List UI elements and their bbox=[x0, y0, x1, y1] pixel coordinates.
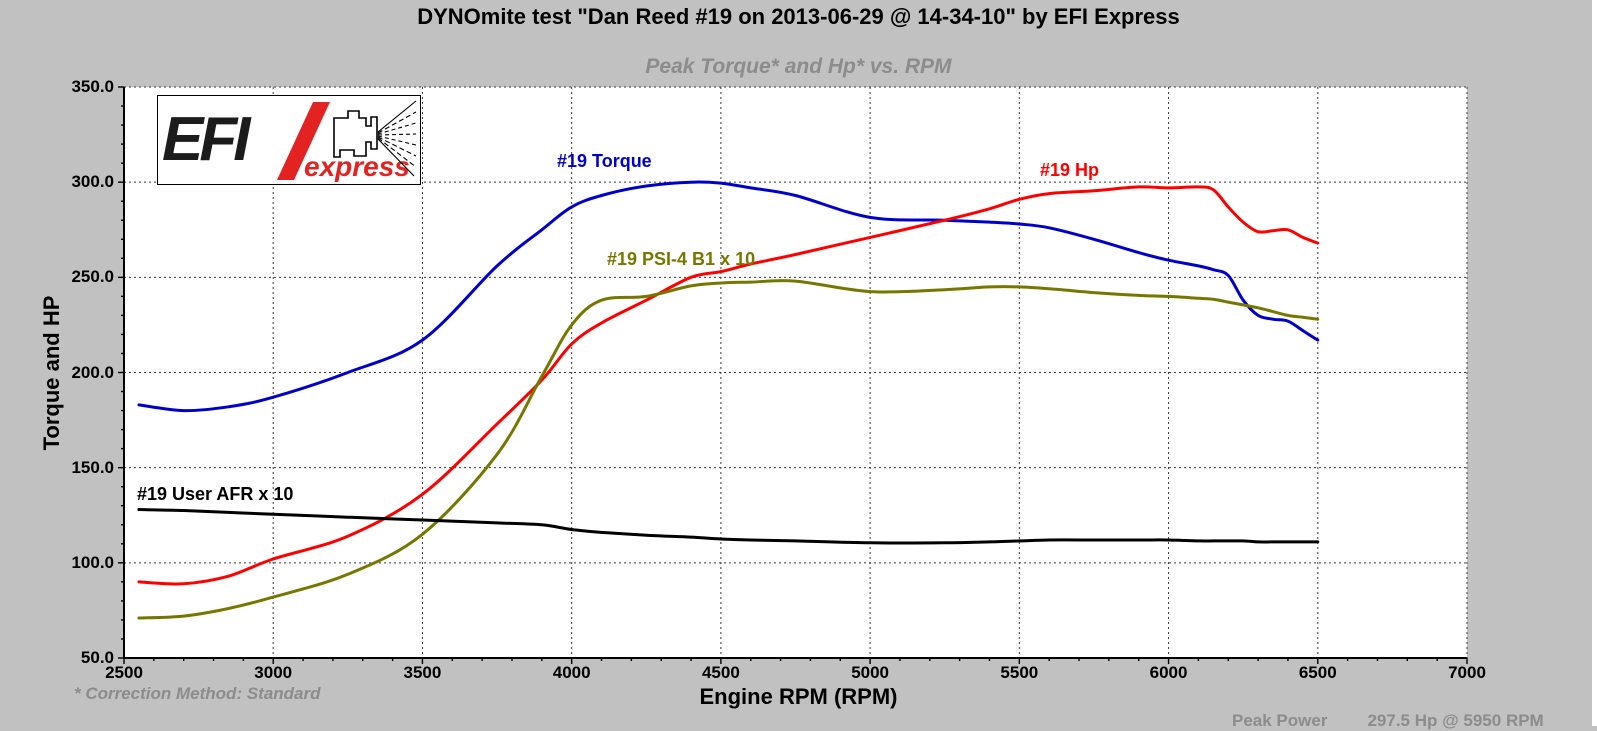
correction-method-note: * Correction Method: Standard bbox=[74, 684, 321, 703]
series-line-2 bbox=[137, 279, 1320, 620]
peak-power-value: 297.5 Hp @ 5950 RPM bbox=[1367, 711, 1544, 730]
series-label-psi: #19 PSI-4 B1 x 10 bbox=[607, 249, 756, 269]
series-label-hp: #19 Hp bbox=[1040, 160, 1100, 180]
efi-express-logo-art: EFI express bbox=[162, 100, 417, 182]
y-axis-title: Torque and HP bbox=[39, 295, 64, 451]
x-axis-title: Engine RPM (RPM) bbox=[699, 684, 898, 709]
chart-subtitle: Peak Torque* and Hp* vs. RPM bbox=[645, 55, 952, 78]
series-label-torque: #19 Torque bbox=[557, 151, 652, 171]
peak-power-label: Peak Power bbox=[1232, 711, 1328, 730]
series-label-afr: #19 User AFR x 10 bbox=[137, 484, 294, 504]
engine-spray-icon bbox=[333, 100, 417, 177]
logo-brand-text: EFI bbox=[162, 105, 252, 174]
series-line-0 bbox=[137, 180, 1320, 413]
series-line-3 bbox=[137, 508, 1320, 545]
series-line-1 bbox=[137, 185, 1320, 586]
screen-right-edge bbox=[1592, 0, 1597, 726]
peak-power-readout: Peak Power 297.5 Hp @ 5950 RPM bbox=[1232, 711, 1544, 731]
page-title: DYNOmite test "Dan Reed #19 on 2013-06-2… bbox=[417, 4, 1180, 29]
logo-slash bbox=[277, 102, 330, 180]
efi-express-logo: EFI express bbox=[157, 95, 421, 185]
